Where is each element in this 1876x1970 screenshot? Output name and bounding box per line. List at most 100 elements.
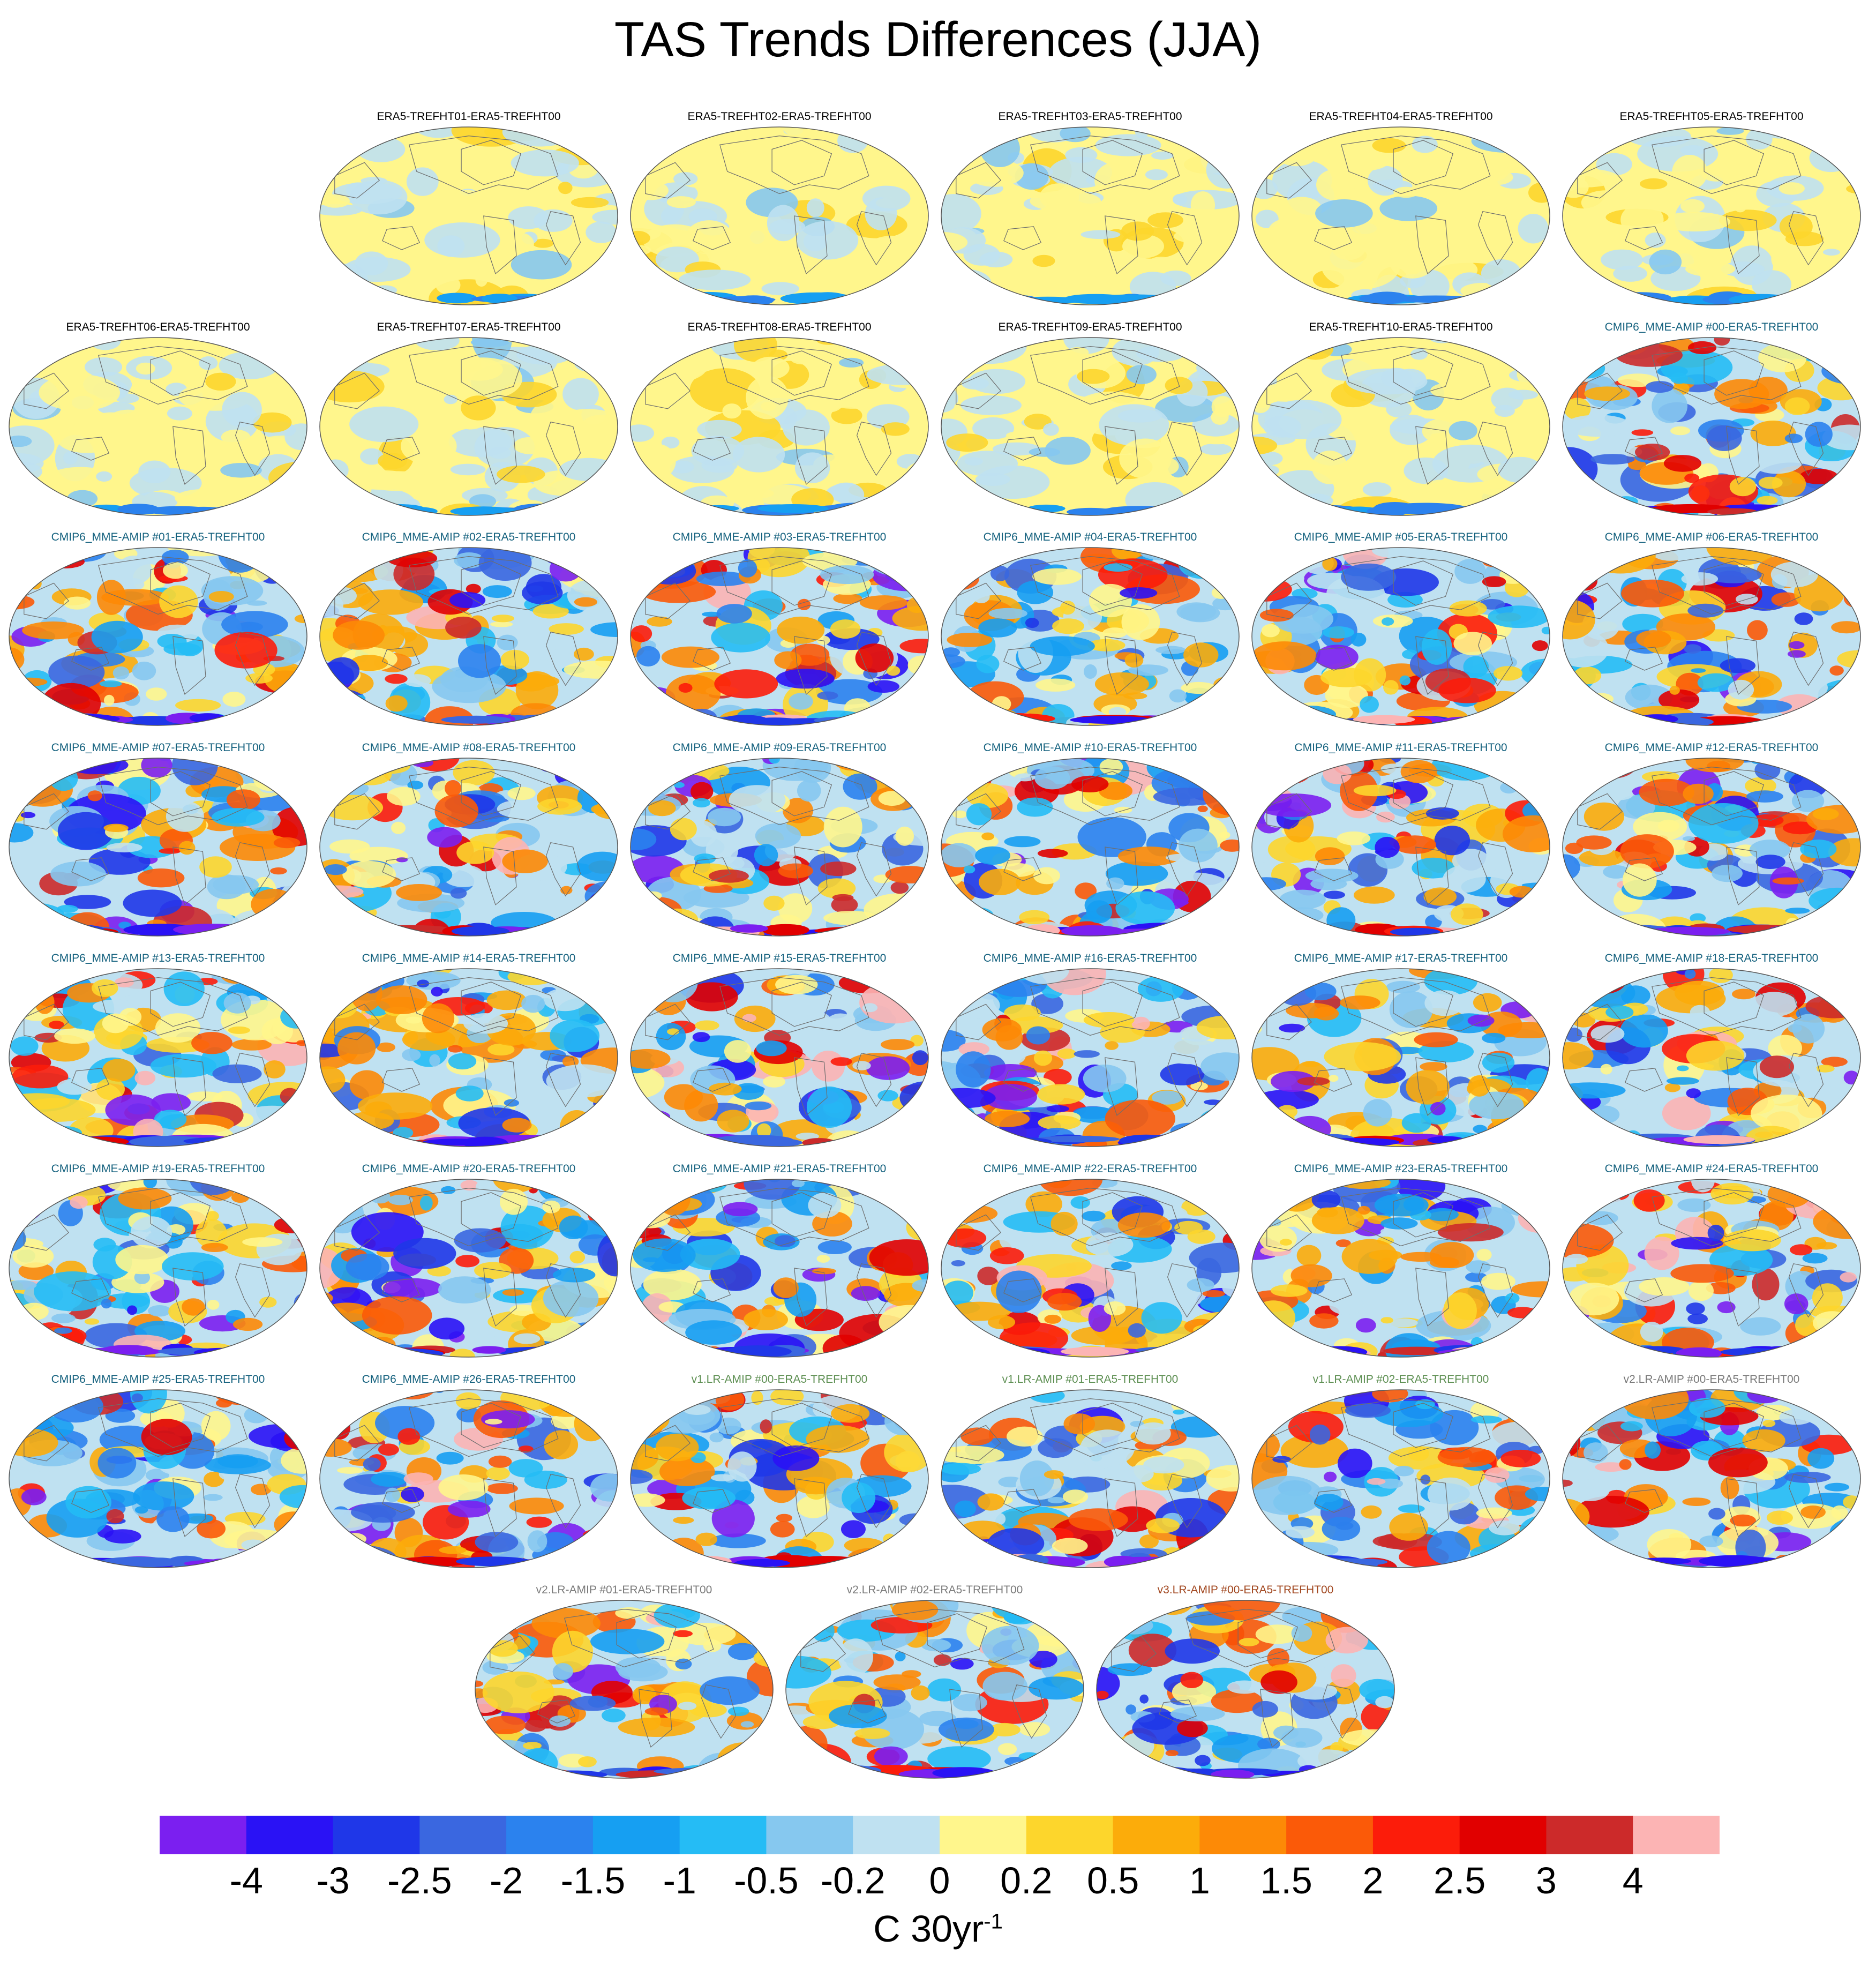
field-contour-patch (1154, 656, 1170, 666)
field-contour-patch (1155, 646, 1186, 654)
field-contour-patch (941, 1232, 950, 1240)
field-contour-patch (996, 1270, 1042, 1313)
field-contour-patch (567, 579, 616, 612)
coastline (1082, 560, 1143, 606)
coastline (1030, 977, 1180, 1036)
polar-band-patch (139, 1557, 179, 1567)
field-contour-patch (722, 403, 741, 419)
field-contour-patch (1252, 972, 1278, 1000)
field-contour-patch (438, 1276, 491, 1304)
field-contour-patch (133, 1481, 194, 1511)
field-contour-patch (1624, 715, 1640, 724)
map-field (1252, 1390, 1550, 1568)
field-contour-patch (1605, 1005, 1634, 1020)
field-contour-patch (896, 986, 908, 993)
field-contour-patch (1019, 1460, 1054, 1497)
field-contour-patch (140, 429, 176, 454)
field-contour-patch (1123, 692, 1147, 700)
field-contour-patch (1190, 1345, 1210, 1357)
field-contour-patch (96, 580, 126, 615)
field-contour-patch (1305, 982, 1337, 1001)
field-contour-patch (1197, 127, 1239, 144)
field-contour-patch (156, 450, 200, 464)
field-contour-patch (70, 1196, 88, 1209)
field-contour-patch (1190, 1082, 1208, 1090)
field-contour-patch (1518, 338, 1550, 364)
field-contour-patch (1279, 889, 1326, 910)
field-contour-patch (1099, 758, 1123, 775)
field-contour-patch (1752, 1268, 1780, 1301)
panel-map (630, 126, 929, 305)
coastline (1393, 560, 1454, 606)
map-border (319, 1389, 618, 1568)
field-contour-patch (1605, 1390, 1625, 1393)
field-contour-patch (320, 1412, 350, 1424)
field-contour-patch (1467, 1014, 1495, 1027)
polar-band-patch (1581, 1347, 1644, 1357)
field-contour-patch (1563, 1106, 1589, 1120)
polar-band-patch (19, 1347, 57, 1354)
field-contour-patch (207, 1300, 220, 1310)
map-field (320, 969, 618, 1147)
field-contour-patch (1126, 365, 1157, 385)
polar-band-patch (967, 294, 1035, 302)
field-contour-patch (1514, 567, 1543, 579)
field-contour-patch (631, 479, 649, 503)
field-contour-patch (1511, 1281, 1550, 1298)
polar-band-patch (631, 1137, 693, 1147)
field-contour-patch (1305, 868, 1359, 883)
field-contour-patch (823, 911, 879, 925)
coastline (382, 1489, 421, 1513)
field-contour-patch (1563, 131, 1571, 144)
polar-band-patch (853, 712, 925, 725)
field-contour-patch (1506, 190, 1550, 221)
field-contour-patch (507, 786, 536, 800)
field-contour-patch (828, 482, 865, 507)
field-contour-patch (576, 430, 618, 456)
panel-title: CMIP6_MME-AMIP #20-ERA5-TREFHT00 (362, 1163, 576, 1175)
map-panel: CMIP6_MME-AMIP #23-ERA5-TREFHT00 (1248, 1162, 1554, 1366)
coastline (461, 1192, 522, 1238)
field-contour-patch (691, 436, 745, 466)
panel-map (1562, 758, 1861, 937)
field-contour-patch (417, 979, 430, 988)
panel-title: CMIP6_MME-AMIP #06-ERA5-TREFHT00 (1604, 531, 1819, 543)
field-contour-patch (1804, 678, 1828, 698)
field-contour-patch (1274, 572, 1304, 585)
polar-band-patch (1805, 504, 1860, 515)
coastline (483, 1268, 517, 1327)
field-contour-patch (830, 1057, 852, 1066)
field-contour-patch (888, 1390, 928, 1398)
panel-map (630, 1389, 929, 1568)
field-contour-patch (346, 1253, 389, 1280)
field-contour-patch (104, 694, 115, 706)
coastline (1788, 842, 1824, 897)
field-contour-patch (222, 692, 246, 707)
coastline (461, 140, 522, 185)
field-contour-patch (1044, 1470, 1064, 1479)
field-contour-patch (966, 803, 992, 826)
field-contour-patch (262, 969, 291, 984)
field-contour-patch (1261, 498, 1281, 511)
field-contour-patch (843, 927, 868, 936)
coastline (1625, 1278, 1663, 1302)
field-contour-patch (342, 1533, 366, 1545)
field-contour-patch (1393, 835, 1436, 854)
field-contour-patch (1252, 1332, 1277, 1343)
field-contour-patch (1379, 196, 1438, 221)
polar-band-patch (941, 502, 982, 515)
field-contour-patch (10, 1036, 39, 1056)
coastline (382, 226, 421, 250)
polar-band-patch (348, 1135, 392, 1147)
field-contour-patch (1801, 338, 1840, 358)
field-contour-patch (1220, 1416, 1231, 1421)
field-contour-patch (1747, 620, 1768, 640)
field-contour-patch (1005, 1047, 1026, 1064)
field-contour-patch (941, 1463, 981, 1475)
field-contour-patch (643, 558, 696, 585)
field-contour-patch (1046, 1105, 1069, 1113)
field-contour-patch (39, 374, 120, 411)
field-contour-patch (63, 596, 91, 610)
field-contour-patch (320, 484, 348, 504)
field-contour-patch (320, 1347, 335, 1357)
